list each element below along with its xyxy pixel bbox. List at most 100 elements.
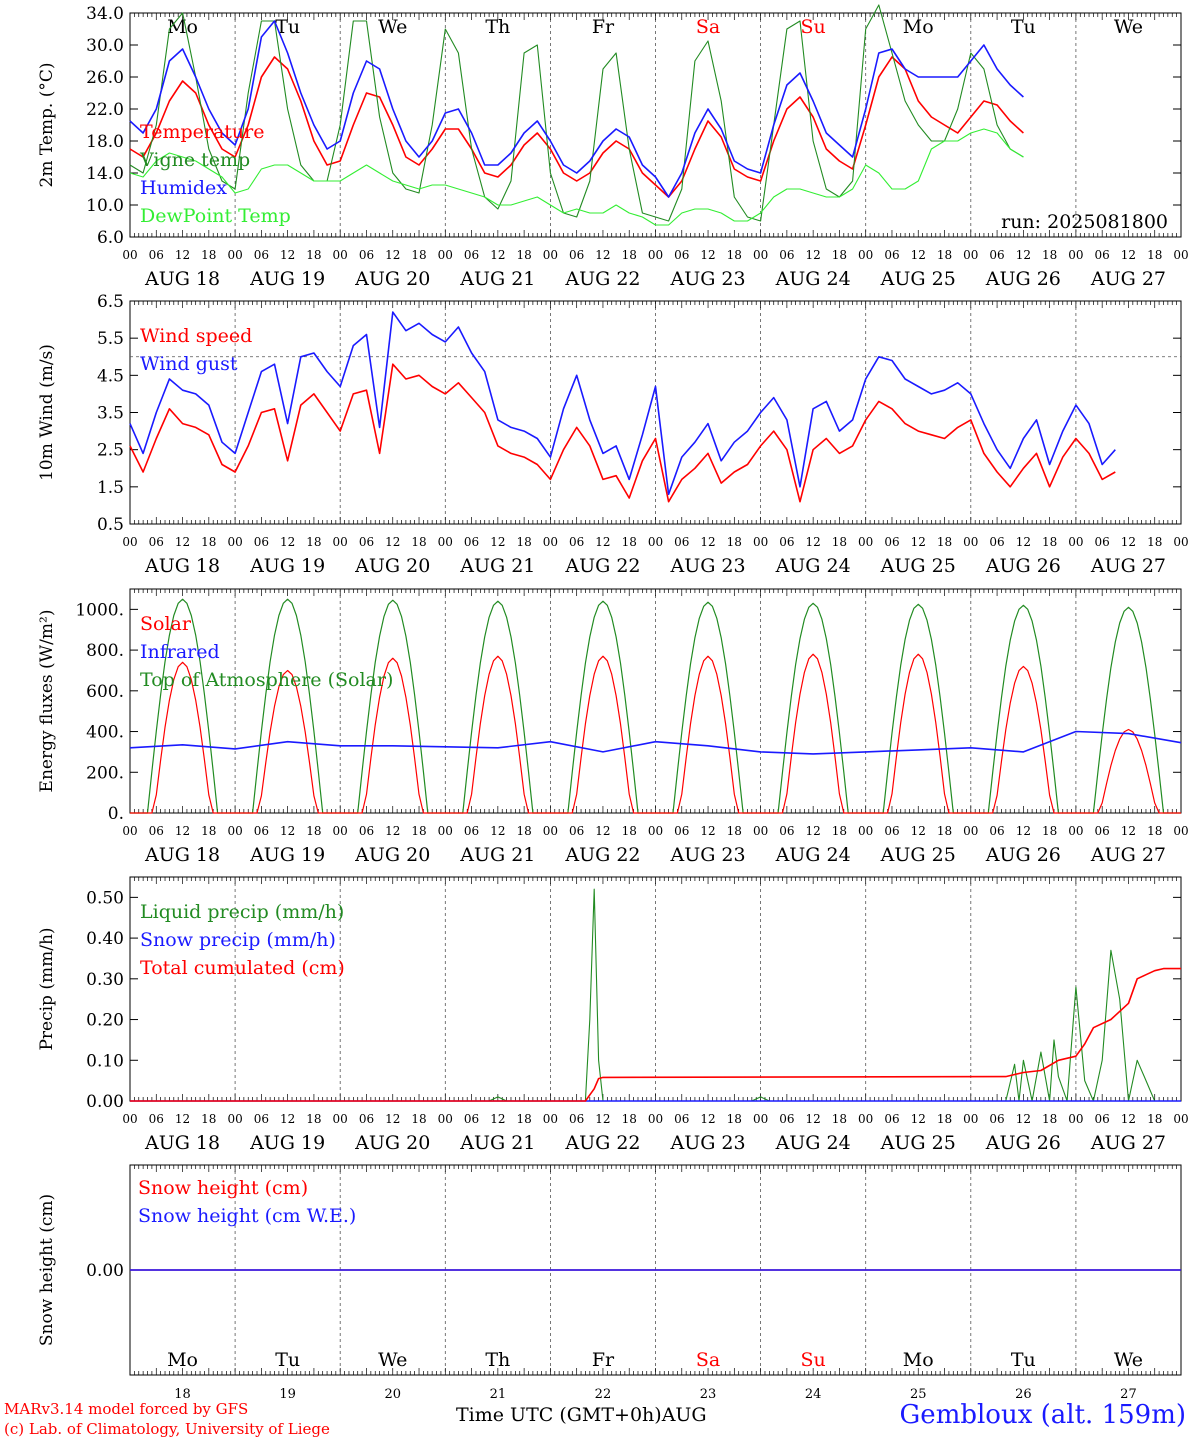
hour-label: 06 [1095,824,1110,838]
hour-label: 18 [622,535,637,549]
hour-label: 12 [385,1112,400,1126]
hour-label: 12 [911,1112,926,1126]
hour-label: 18 [727,535,742,549]
date-label: AUG 19 [249,555,325,577]
hour-label: 12 [806,248,821,262]
date-label: AUG 19 [249,268,325,290]
hour-label: 00 [753,1112,768,1126]
day-number: 24 [805,1387,822,1402]
hour-label: 18 [1042,248,1057,262]
date-label: AUG 26 [985,1132,1061,1154]
date-label: AUG 26 [985,844,1061,866]
x-axis-title: Time UTC (GMT+0h)AUG [456,1404,707,1426]
hour-label: 18 [1042,535,1057,549]
y-tick-label: 6.0 [97,228,124,248]
day-initial: Sa [696,16,720,38]
hour-label: 12 [1016,824,1031,838]
hour-label: 06 [989,535,1004,549]
date-label: AUG 18 [144,844,220,866]
y-tick-label: 0.20 [86,1011,124,1031]
hour-label: 18 [1147,248,1162,262]
date-label: AUG 19 [249,844,325,866]
hour-label: 12 [700,535,715,549]
y-tick-label: 0.00 [86,1261,124,1281]
hour-label: 18 [411,535,426,549]
legend-item: Humidex [140,177,227,199]
hour-label: 00 [1068,248,1083,262]
hour-label: 06 [149,248,164,262]
plot-frame [129,300,1182,525]
hour-label: 00 [227,535,242,549]
y-tick-label: 400. [86,723,124,743]
legend-item: Solar [140,613,192,635]
date-label: AUG 22 [564,844,640,866]
hour-label: 00 [648,824,663,838]
date-label: AUG 26 [985,555,1061,577]
hour-label: 00 [1068,824,1083,838]
hour-label: 00 [122,1112,137,1126]
date-label: AUG 18 [144,1132,220,1154]
day-initial: Mo [167,16,198,38]
credit-line-2: (c) Lab. of Climatology, University of L… [4,1420,330,1438]
hour-label: 06 [464,248,479,262]
hour-label: 12 [175,824,190,838]
day-initial: Tu [275,1349,300,1371]
hour-label: 00 [858,248,873,262]
panel-3: 0. 200. 400. 600. 800. 1000. Energy fluxes (W/… [37,588,1189,866]
plot-frame [129,12,1182,238]
station-label: Gembloux (alt. 159m) [899,1400,1186,1430]
y-tick-label: 0. [108,804,124,824]
plot-frame [129,588,1182,814]
hour-label: 12 [385,248,400,262]
hour-label: 00 [1068,1112,1083,1126]
day-number: 18 [174,1387,191,1402]
hour-label: 12 [280,824,295,838]
hour-label: 06 [149,535,164,549]
hour-label: 12 [1121,535,1136,549]
y-tick-label: 800. [86,641,124,661]
hour-label: 12 [595,535,610,549]
hour-label: 00 [333,535,348,549]
hour-label: 18 [832,1112,847,1126]
hour-label: 00 [543,824,558,838]
hour-label: 12 [806,535,821,549]
hour-label: 12 [1121,1112,1136,1126]
hour-label: 06 [464,1112,479,1126]
legend-item: Temperature [140,121,264,143]
hour-label: 12 [595,824,610,838]
hour-label: 06 [464,535,479,549]
y-tick-label: 5.5 [97,329,124,349]
hour-label: 12 [911,535,926,549]
hour-label: 00 [963,1112,978,1126]
hour-label: 18 [201,1112,216,1126]
hour-label: 18 [1042,824,1057,838]
hour-label: 06 [569,1112,584,1126]
series-solar [130,653,1181,814]
y-tick-label: 4.5 [97,366,124,386]
hour-label: 00 [333,1112,348,1126]
date-label: AUG 21 [459,844,535,866]
y-tick-label: 0.50 [86,888,124,908]
day-number: 23 [700,1387,717,1402]
hour-label: 06 [569,535,584,549]
hour-label: 18 [516,535,531,549]
date-label: AUG 20 [354,844,430,866]
credit-line-1: MARv3.14 model forced by GFS [4,1400,249,1418]
date-label: AUG 27 [1090,844,1166,866]
legend-item: Snow precip (mm/h) [140,929,336,951]
hour-label: 18 [516,1112,531,1126]
date-label: AUG 22 [564,555,640,577]
series-wind-speed [129,363,1116,503]
date-label: AUG 24 [775,268,851,290]
hour-label: 00 [543,248,558,262]
hour-label: 12 [1121,248,1136,262]
hour-label: 12 [1016,1112,1031,1126]
hour-label: 12 [911,248,926,262]
hour-label: 00 [227,1112,242,1126]
date-label: AUG 25 [880,1132,956,1154]
hour-label: 06 [674,248,689,262]
hour-label: 00 [122,248,137,262]
date-label: AUG 22 [564,268,640,290]
hour-label: 00 [648,535,663,549]
